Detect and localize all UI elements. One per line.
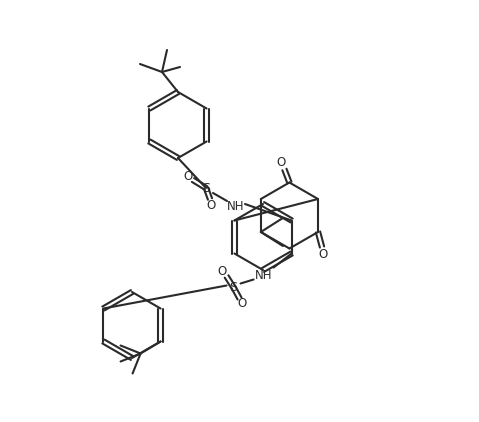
- Text: O: O: [319, 247, 328, 260]
- Text: O: O: [277, 156, 286, 169]
- Text: O: O: [206, 198, 216, 211]
- Text: O: O: [183, 170, 193, 182]
- Text: NH: NH: [227, 200, 245, 213]
- Text: O: O: [217, 265, 226, 278]
- Text: S: S: [229, 281, 238, 294]
- Text: O: O: [237, 297, 246, 310]
- Text: NH: NH: [255, 269, 273, 282]
- Text: S: S: [202, 181, 210, 195]
